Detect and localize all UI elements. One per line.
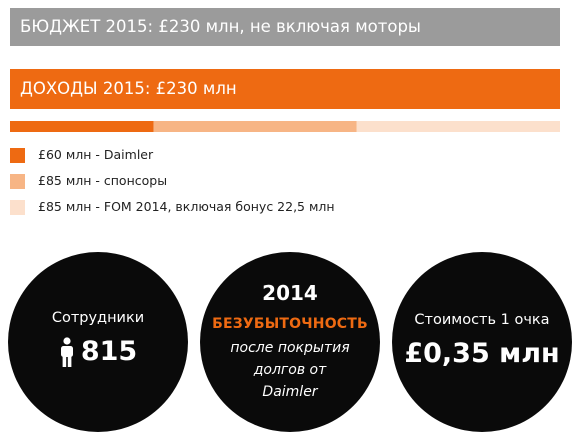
legend-swatch (10, 174, 25, 189)
bar-segment-2 (153, 121, 357, 132)
breakeven-note-line: долгов от (253, 362, 327, 378)
breakeven-note-line: после покрытия (230, 340, 350, 356)
income-banner: ДОХОДЫ 2015: £230 млн (10, 69, 560, 109)
legend-label: £85 млн - FOM 2014, включая бонус 22,5 м… (38, 199, 335, 214)
staff-circle: Сотрудники 815 (8, 252, 188, 432)
staff-row: 815 (8, 332, 188, 372)
bar-segment-1 (10, 121, 154, 132)
legend-swatch (10, 200, 25, 215)
breakeven-note-line: Daimler (262, 384, 318, 400)
year-label: 2014 (262, 281, 318, 305)
income-stacked-bar (10, 121, 560, 132)
legend-label: £85 млн - спонсоры (38, 173, 168, 188)
point-cost-circle: Стоимость 1 очка £0,35 млн (392, 252, 572, 432)
person-icon (60, 337, 73, 367)
staff-value: 815 (80, 336, 138, 367)
income-banner-text: ДОХОДЫ 2015: £230 млн (20, 79, 237, 98)
budget-banner: БЮДЖЕТ 2015: £230 млн, не включая моторы (10, 8, 560, 46)
bar-segment-3 (356, 121, 560, 132)
staff-label: Сотрудники (51, 310, 145, 326)
point-cost-label: Стоимость 1 очка (414, 312, 550, 328)
breakeven-circle: 2014 БЕЗУБЫТОЧНОСТЬ после покрытия долго… (200, 252, 380, 432)
breakeven-label: БЕЗУБЫТОЧНОСТЬ (212, 316, 368, 332)
legend-label: £60 млн - Daimler (38, 147, 154, 162)
budget-banner-text: БЮДЖЕТ 2015: £230 млн, не включая моторы (20, 17, 421, 36)
legend-swatch (10, 148, 25, 163)
point-cost-value: £0,35 млн (404, 338, 560, 369)
